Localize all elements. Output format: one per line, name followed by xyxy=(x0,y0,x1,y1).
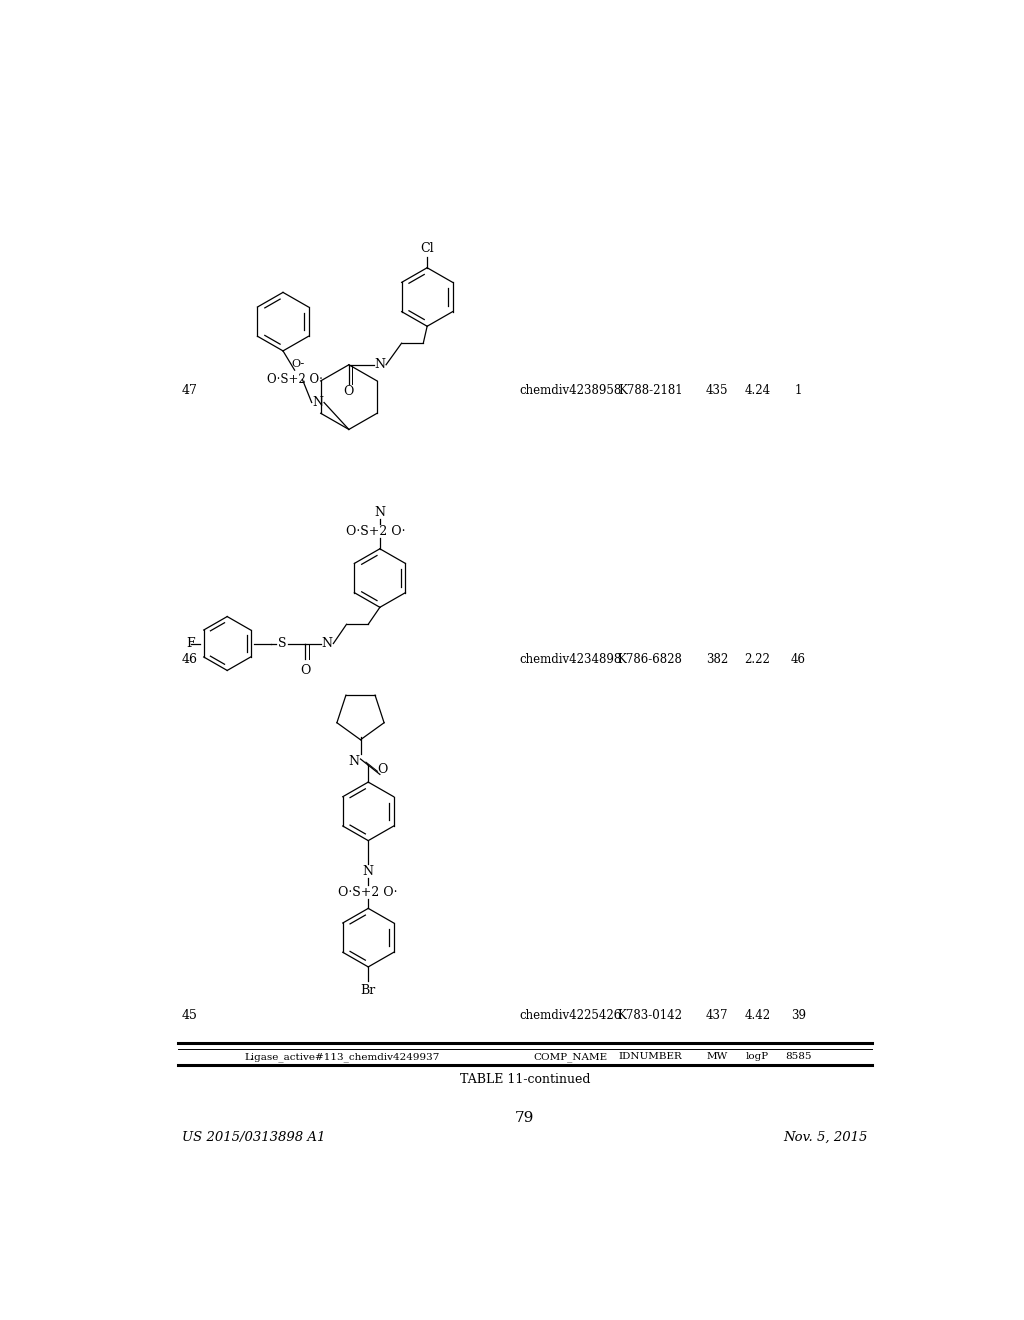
Text: O: O xyxy=(344,385,354,399)
Text: Cl: Cl xyxy=(420,242,434,255)
Text: O: O xyxy=(377,763,387,776)
Text: S: S xyxy=(278,638,287,649)
Text: K788-2181: K788-2181 xyxy=(617,384,683,396)
Text: IDNUMBER: IDNUMBER xyxy=(618,1052,682,1061)
Text: N: N xyxy=(375,506,385,519)
Text: Nov. 5, 2015: Nov. 5, 2015 xyxy=(783,1131,867,1143)
Text: 4.42: 4.42 xyxy=(744,1008,770,1022)
Text: K783-0142: K783-0142 xyxy=(617,1008,683,1022)
Text: TABLE 11-continued: TABLE 11-continued xyxy=(460,1073,590,1086)
Text: N: N xyxy=(312,396,324,409)
Text: N: N xyxy=(349,755,359,768)
Text: O-: O- xyxy=(292,359,305,370)
Text: US 2015/0313898 A1: US 2015/0313898 A1 xyxy=(182,1131,326,1143)
Text: logP: logP xyxy=(745,1052,769,1061)
Text: 8585: 8585 xyxy=(785,1052,812,1061)
Text: chemdiv4234898: chemdiv4234898 xyxy=(520,653,622,667)
Text: 47: 47 xyxy=(182,384,198,396)
Text: 4.24: 4.24 xyxy=(744,384,770,396)
Text: K786-6828: K786-6828 xyxy=(617,653,683,667)
Text: 45: 45 xyxy=(182,1008,198,1022)
Text: 46: 46 xyxy=(182,653,198,667)
Text: N: N xyxy=(375,358,385,371)
Text: chemdiv4238958: chemdiv4238958 xyxy=(520,384,622,396)
Text: N: N xyxy=(362,865,374,878)
Text: O·S+2 O·: O·S+2 O· xyxy=(346,525,406,539)
Text: Ligase_active#113_chemdiv4249937: Ligase_active#113_chemdiv4249937 xyxy=(245,1052,440,1061)
Text: 39: 39 xyxy=(792,1008,806,1022)
Text: F: F xyxy=(186,638,196,649)
Text: COMP_NAME: COMP_NAME xyxy=(534,1052,608,1061)
Text: Br: Br xyxy=(360,983,376,997)
Text: MW: MW xyxy=(707,1052,727,1061)
Text: 382: 382 xyxy=(706,653,728,667)
Text: chemdiv4225426: chemdiv4225426 xyxy=(520,1008,622,1022)
Text: 435: 435 xyxy=(706,384,728,396)
Text: 437: 437 xyxy=(706,1008,728,1022)
Text: O·S+2 O·: O·S+2 O· xyxy=(266,372,323,385)
Text: O·S+2 O·: O·S+2 O· xyxy=(339,887,398,899)
Text: 1: 1 xyxy=(795,384,802,396)
Text: 2.22: 2.22 xyxy=(744,653,770,667)
Text: 46: 46 xyxy=(792,653,806,667)
Text: 79: 79 xyxy=(515,1111,535,1125)
Text: N: N xyxy=(322,638,333,649)
Text: O: O xyxy=(300,664,310,677)
